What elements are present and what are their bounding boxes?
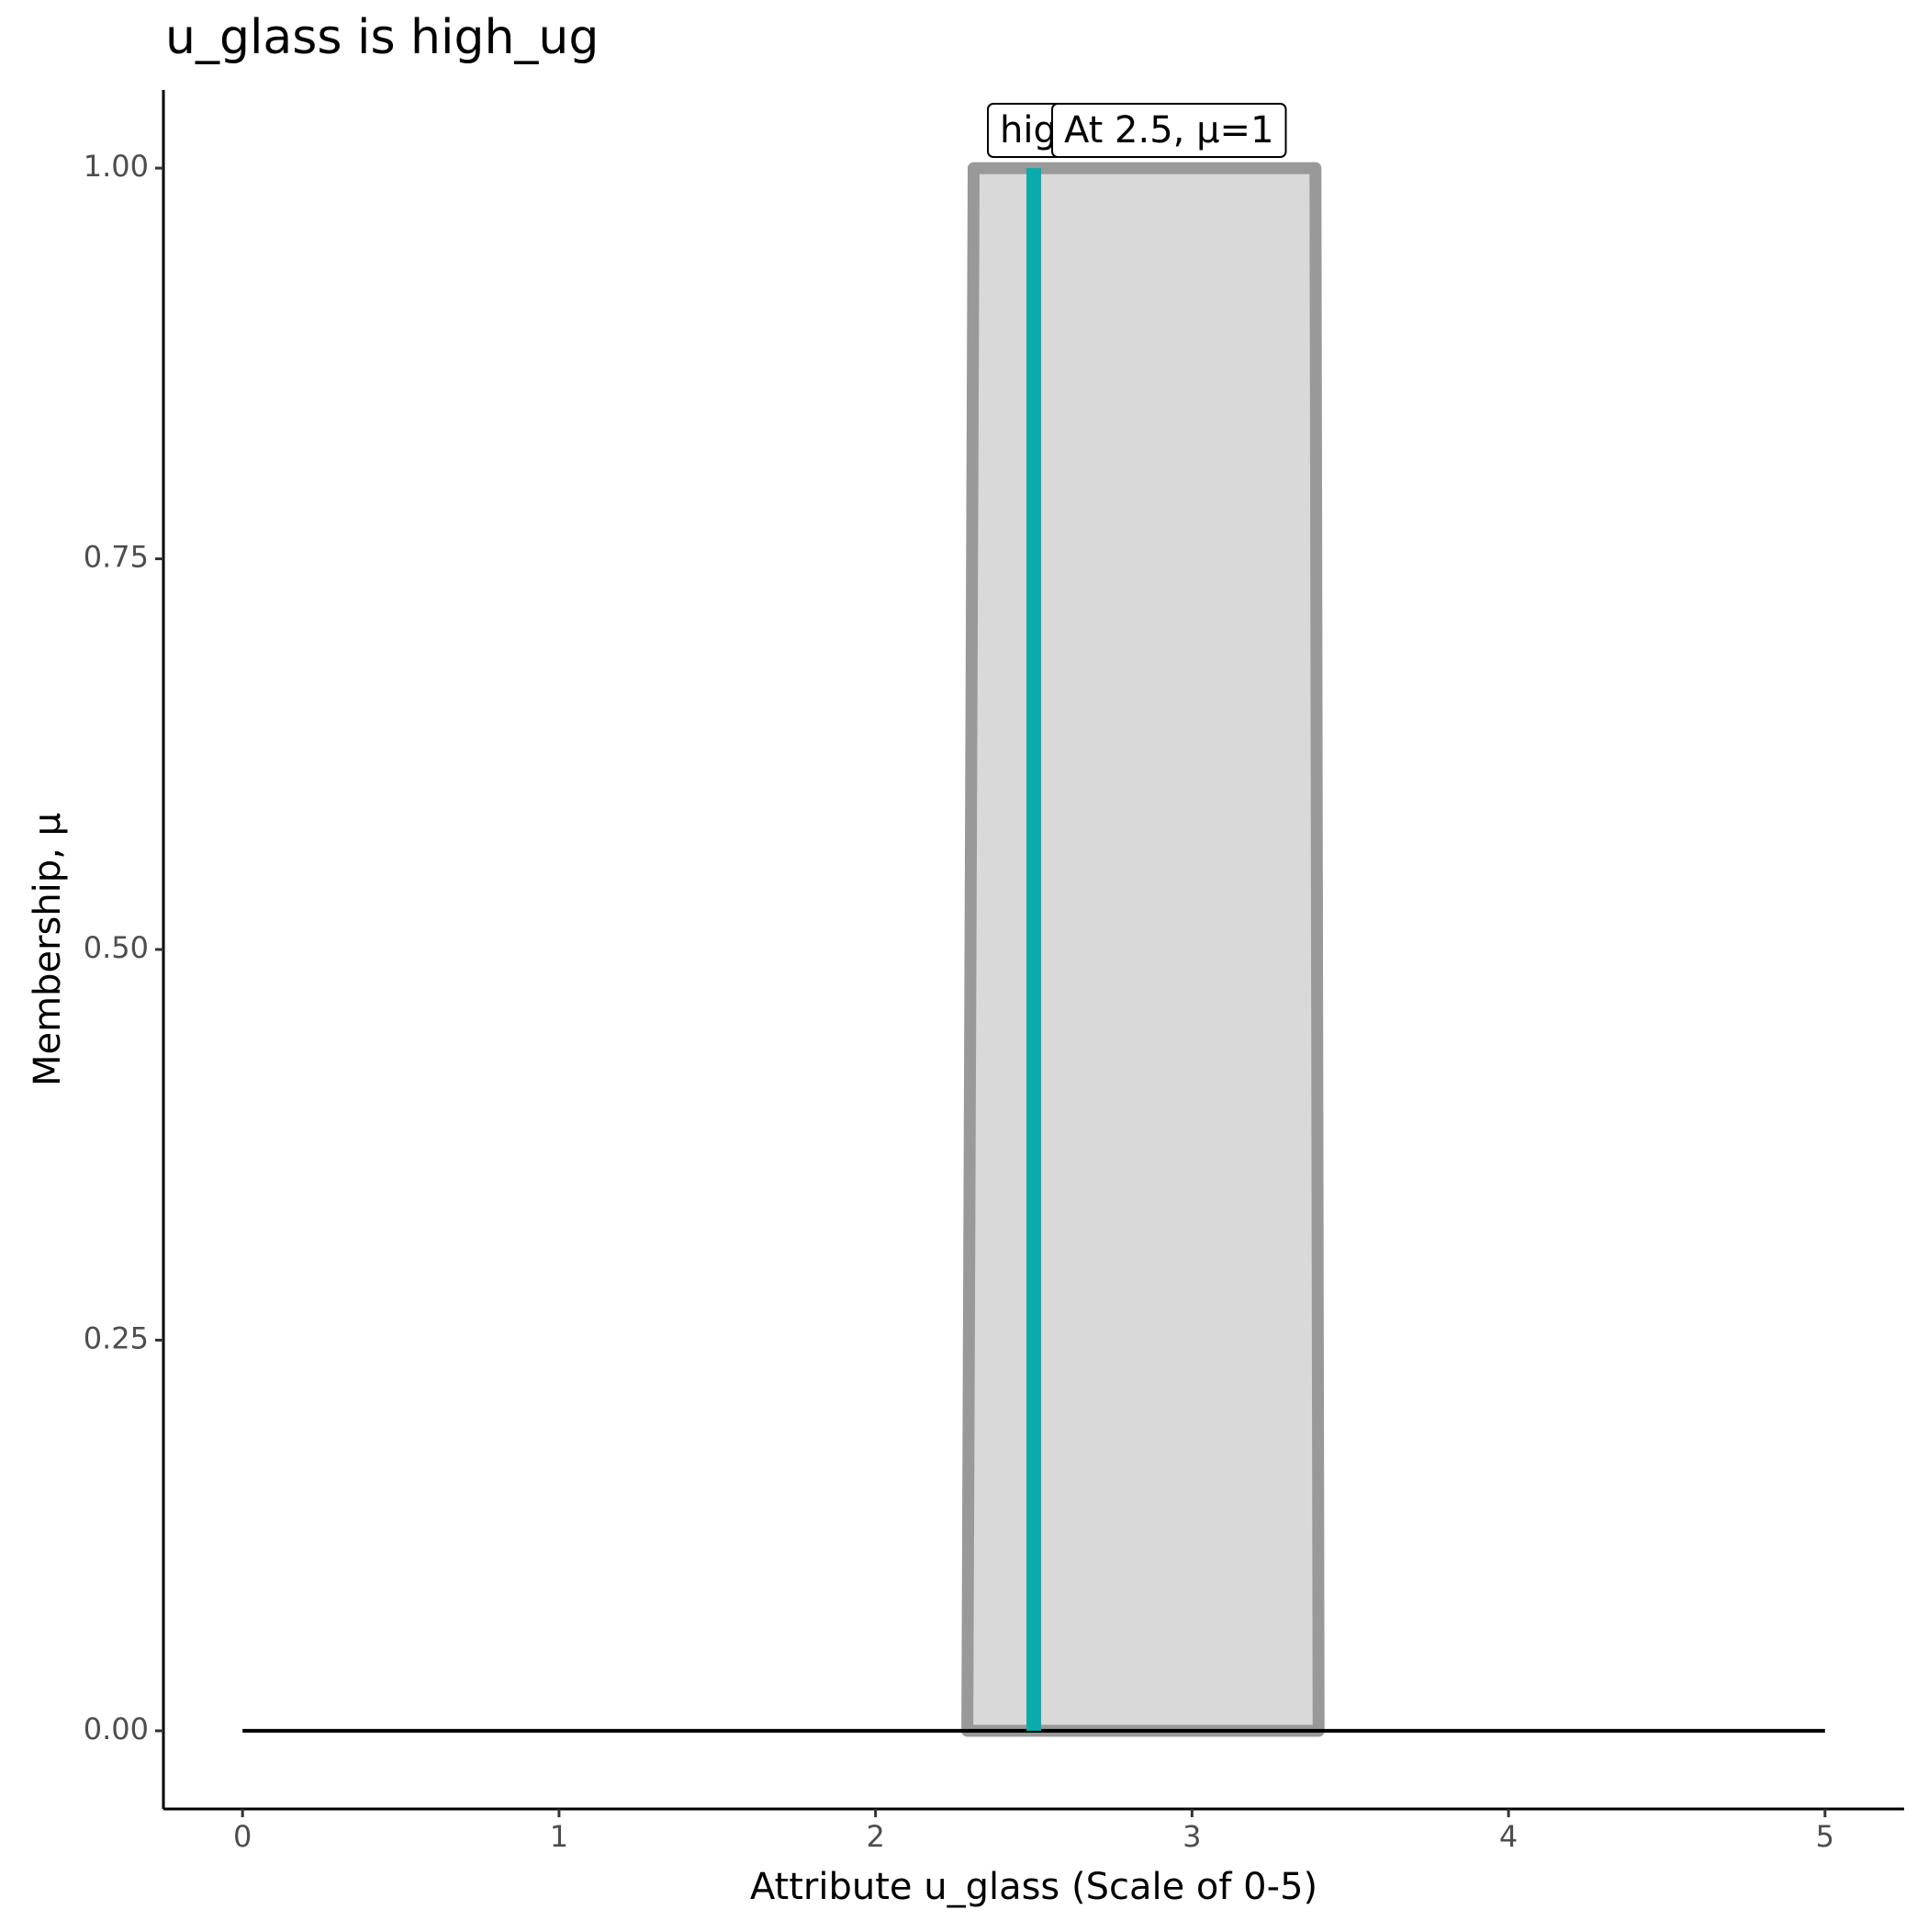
x-tick-label: 5 xyxy=(1816,1819,1834,1854)
y-tick-label: 0.50 xyxy=(84,930,149,965)
x-tick-label: 3 xyxy=(1183,1819,1201,1854)
y-tick-label: 0.25 xyxy=(84,1320,149,1355)
x-tick-label: 0 xyxy=(233,1819,252,1854)
annotation-label: At 2.5, μ=1 xyxy=(1064,109,1274,152)
x-tick-label: 2 xyxy=(866,1819,884,1854)
x-tick-label: 1 xyxy=(550,1819,568,1854)
annotation-box xyxy=(1051,103,1287,158)
membership-area xyxy=(961,162,1325,1737)
y-tick-label: 1.00 xyxy=(84,149,149,184)
x-tick-label: 4 xyxy=(1499,1819,1518,1854)
y-tick-label: 0.75 xyxy=(84,540,149,575)
x-axis-title: Attribute u_glass (Scale of 0-5) xyxy=(750,1866,1317,1908)
y-tick-label: 0.00 xyxy=(84,1712,149,1747)
chart-title: u_glass is high_ug xyxy=(165,10,599,65)
annotation: At 2.5, μ=1 xyxy=(1051,103,1287,158)
y-axis-title: Membership, μ xyxy=(27,813,69,1086)
